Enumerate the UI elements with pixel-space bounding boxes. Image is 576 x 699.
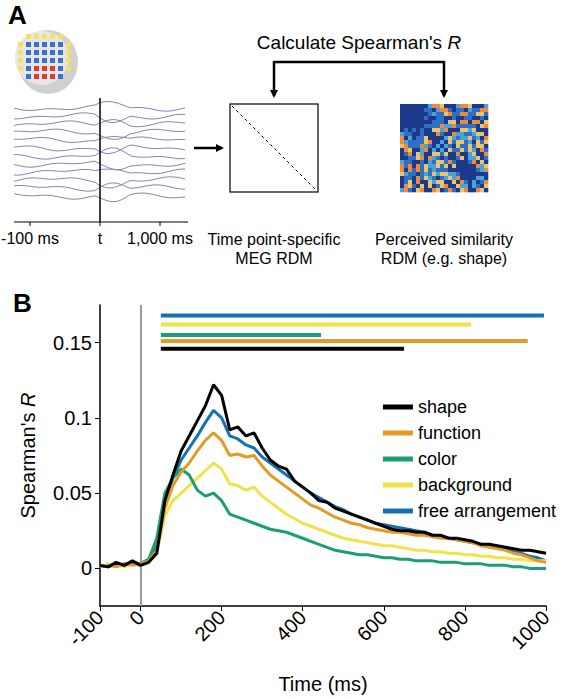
svg-text:color: color <box>418 449 457 469</box>
svg-text:free arrangement: free arrangement <box>418 501 556 521</box>
html-text:1,000 ms: 1,000 ms <box>127 230 193 247</box>
html-text:t: t <box>97 230 103 247</box>
html-text:-100 ms: -100 ms <box>1 230 59 247</box>
svg-text:-100: -100 <box>64 606 108 650</box>
html-text:A: A <box>8 0 27 30</box>
html-text:Perceived similarity RDM (e.g.: Perceived similarity RDM (e.g. shape) <box>375 231 513 267</box>
svg-text:background: background <box>418 475 512 495</box>
svg-text:600: 600 <box>352 606 391 645</box>
html-text:Time point-specific MEG RDM: Time point-specific MEG RDM <box>207 231 341 267</box>
svg-text:200: 200 <box>190 606 229 645</box>
svg-text:function: function <box>418 423 481 443</box>
svg-text:0.1: 0.1 <box>64 407 92 429</box>
html-text:Calculate Spearman's R: Calculate Spearman's R <box>256 32 462 53</box>
svg-text:1000: 1000 <box>507 606 554 653</box>
svg-text:0: 0 <box>81 557 92 579</box>
svg-text:800: 800 <box>434 606 473 645</box>
svg-text:Time (ms): Time (ms) <box>278 673 367 695</box>
svg-text:0.05: 0.05 <box>53 482 92 504</box>
svg-text:Spearman's: Spearman's <box>17 407 39 519</box>
svg-text:0: 0 <box>125 606 148 629</box>
svg-text:shape: shape <box>418 397 467 417</box>
svg-text:0.15: 0.15 <box>53 332 92 354</box>
svg-text:B: B <box>13 288 32 318</box>
svg-text:400: 400 <box>271 606 310 645</box>
svg-text:R: R <box>17 392 39 406</box>
